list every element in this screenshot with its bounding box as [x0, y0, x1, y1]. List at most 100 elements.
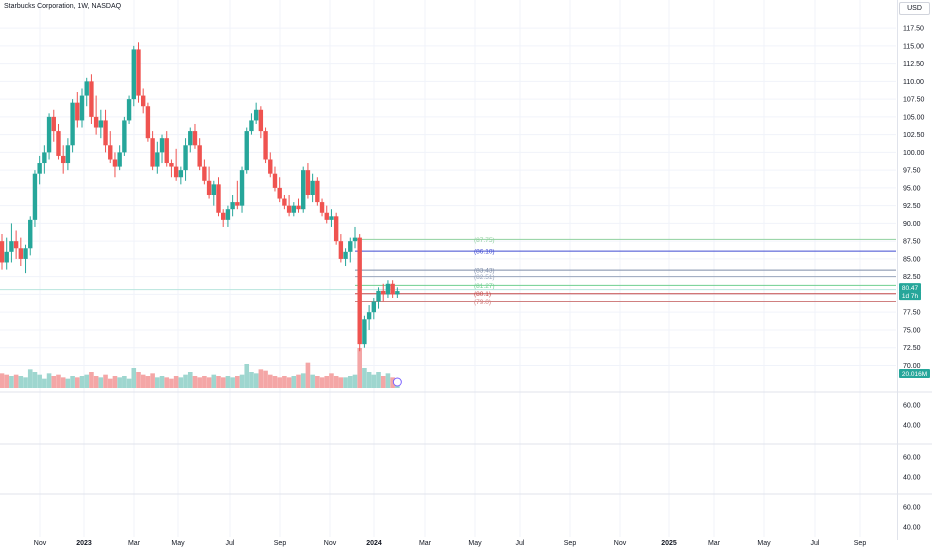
currency-selector[interactable]: USD — [899, 2, 930, 15]
candle-body — [79, 95, 85, 121]
candle-body — [221, 212, 226, 220]
candle-body — [89, 81, 94, 117]
y-tick-label: 105.00 — [903, 114, 925, 121]
volume-bar — [117, 377, 122, 388]
candle-body — [385, 283, 391, 295]
y-tick-label: 82.50 — [903, 274, 921, 281]
price-levels: (87.75) (86.10) (83.43)(82.51) (81.27)(80.1… — [0, 237, 896, 306]
candle-body — [329, 216, 334, 220]
volume-bar — [305, 362, 311, 388]
candle-body — [75, 102, 80, 121]
candle-body — [319, 202, 325, 213]
volume-bar — [333, 376, 339, 388]
volume-bar — [60, 377, 66, 388]
candle-body — [366, 312, 372, 320]
candle-body — [46, 116, 52, 153]
price-level-label: (82.51) — [474, 274, 495, 281]
y-tick-label: 112.50 — [903, 61, 924, 68]
volume-bar — [286, 377, 292, 388]
candle-body — [343, 251, 348, 259]
volume-bar — [122, 376, 127, 388]
volume-bar — [282, 376, 287, 388]
volume-bar — [9, 376, 14, 388]
volume-bar — [371, 374, 377, 388]
volume-bar — [343, 377, 348, 388]
candle-body — [338, 241, 344, 259]
price-level-label: (87.75) — [474, 237, 495, 244]
candle-body — [65, 145, 71, 164]
volume-bar — [324, 376, 330, 388]
candle-body — [169, 163, 174, 167]
x-tick-label: 2024 — [366, 540, 382, 547]
volume-bar — [376, 372, 381, 388]
volume-bar — [112, 376, 118, 388]
x-tick-label: May — [171, 540, 185, 547]
x-tick-label: Jul — [811, 540, 820, 547]
volume-bar — [103, 374, 108, 388]
volume-bar — [89, 372, 94, 388]
candles — [0, 42, 400, 352]
candle-body — [103, 120, 108, 146]
volume-bar — [277, 377, 282, 388]
candle-body — [173, 166, 179, 178]
volume-bar — [155, 377, 160, 388]
volume-bar — [263, 370, 268, 388]
volume-bar — [230, 377, 235, 388]
candle-body — [310, 180, 315, 195]
volume-bar — [258, 369, 264, 388]
x-tick-label: Sep — [854, 540, 867, 547]
candle-body — [249, 120, 254, 132]
volume-bar — [357, 348, 362, 388]
pane-tick-label: 60.00 — [903, 455, 921, 462]
candle-body — [84, 81, 89, 96]
volume-bar — [169, 378, 174, 388]
volume-bar — [159, 376, 165, 388]
price-level-label: (80.1) — [474, 291, 491, 298]
candle-body — [315, 180, 320, 203]
volume-bar — [150, 373, 155, 388]
volume-bar — [70, 376, 75, 388]
volume-bar — [272, 376, 278, 388]
volume-bar — [42, 378, 47, 388]
volume-bar — [98, 377, 104, 388]
price-level-label: (81.27) — [474, 283, 495, 290]
volume-bar — [145, 376, 151, 388]
candle-body — [211, 184, 216, 195]
candle-body — [305, 170, 311, 195]
x-tick-label: Jul — [516, 540, 525, 547]
volume-bar — [13, 374, 19, 388]
volume-bar — [187, 372, 193, 388]
candle-body — [37, 163, 42, 174]
y-tick-label: 77.50 — [903, 310, 921, 317]
candle-body — [348, 241, 353, 252]
x-tick-label: Nov — [324, 540, 337, 547]
candle-body — [277, 187, 282, 199]
candle-body — [28, 219, 33, 249]
volume-bar — [239, 374, 245, 388]
y-tick-label: 100.00 — [903, 150, 925, 157]
candle-body — [268, 159, 273, 174]
volume-bar — [46, 373, 52, 388]
y-tick-label: 107.50 — [903, 97, 925, 104]
volume-bar — [211, 374, 217, 388]
candle-body — [258, 109, 264, 132]
candle-body — [56, 131, 61, 156]
y-tick-label: 75.00 — [903, 327, 921, 334]
x-axis: Nov 2023 Mar May Jul Sep Nov 2024 Mar May Jul Sep No… — [34, 540, 867, 547]
candle-body — [324, 212, 329, 220]
candle-body — [192, 131, 198, 146]
x-tick-label: Jul — [226, 540, 235, 547]
volume-bar — [164, 377, 170, 388]
candle-body — [145, 106, 151, 139]
candle-body — [155, 152, 160, 167]
x-tick-label: Sep — [274, 540, 287, 547]
volume-bar — [329, 373, 334, 388]
candle-body — [126, 99, 132, 121]
volume-bar — [244, 364, 250, 388]
volume-bar — [216, 376, 221, 388]
candle-body — [18, 248, 24, 259]
volume-bar — [27, 369, 33, 388]
y-tick-label: 102.50 — [903, 132, 925, 139]
candle-body — [357, 237, 362, 345]
